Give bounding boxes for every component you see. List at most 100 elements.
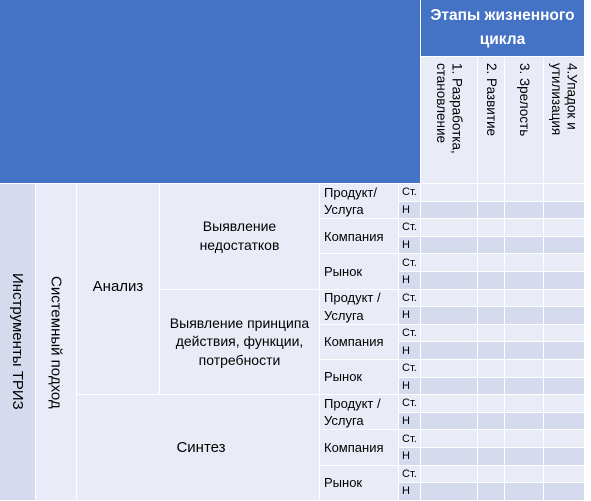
stage-header-3: 3. Зрелость — [505, 57, 544, 184]
stage-3-cell — [505, 465, 544, 484]
row-code-st: Ст. — [399, 254, 421, 272]
stage-1-cell — [421, 289, 478, 308]
stage-1-cell — [421, 359, 478, 378]
stage-4-cell — [544, 395, 585, 413]
row-code-text: Н — [402, 274, 410, 287]
stage-2-cell — [478, 465, 505, 484]
stage-3-cell — [505, 395, 544, 413]
stage-2-cell — [478, 342, 505, 360]
row-label-company: Компания — [320, 430, 399, 466]
row-code-st: Ст. — [399, 324, 421, 343]
analysis-cell: Анализ — [77, 184, 160, 396]
group-principle-label: Выявление принципа действия, функции, по… — [169, 314, 310, 369]
lifecycle-header-title: Этапы жизненного цикла — [421, 0, 585, 57]
stage-1-cell — [421, 342, 478, 360]
row-code-n: Н — [399, 342, 421, 360]
system-approach-cell: Системный подход — [36, 184, 77, 501]
stage-1-cell — [421, 465, 478, 484]
row-code-text: Н — [402, 344, 410, 357]
stage-4-cell — [544, 254, 585, 272]
row-label-text: Компания — [324, 439, 384, 455]
row-label-product: Продукт / Услуга — [320, 289, 399, 325]
row-code-text: Ст. — [402, 397, 417, 410]
stage-2-cell — [478, 219, 505, 237]
row-label-text: Рынок — [324, 369, 363, 385]
stage-4-cell — [544, 447, 585, 466]
stage-2-cell — [478, 395, 505, 413]
triz-tools-cell: Инструменты ТРИЗ — [0, 184, 36, 501]
row-label-market: Рынок — [320, 254, 399, 290]
stage-3-cell — [505, 430, 544, 448]
stage-1-cell — [421, 271, 478, 290]
stage-3-cell — [505, 342, 544, 360]
stage-2-cell — [478, 201, 505, 220]
row-label-text: Продукт / Услуга — [324, 290, 381, 323]
stage-4-cell — [544, 359, 585, 378]
group-principle-cell: Выявление принципа действия, функции, по… — [160, 289, 320, 396]
stage-1-cell — [421, 324, 478, 343]
stage-4-cell — [544, 324, 585, 343]
row-code-n: Н — [399, 447, 421, 466]
stage-4-cell — [544, 412, 585, 431]
analysis-label: Анализ — [92, 278, 144, 295]
row-code-n: Н — [399, 483, 421, 501]
row-code-n: Н — [399, 412, 421, 431]
stage-4-cell — [544, 236, 585, 255]
row-code-text: Ст. — [402, 362, 417, 375]
row-label-product: Продукт / Услуга — [320, 395, 399, 431]
stage-1-cell — [421, 430, 478, 448]
stage-4-cell — [544, 430, 585, 448]
stage-header-3-label: 3. Зрелость — [516, 63, 532, 137]
stage-1-cell — [421, 412, 478, 431]
stage-2-cell — [478, 324, 505, 343]
stage-3-cell — [505, 254, 544, 272]
group-shortcomings-label: Выявление недостатков — [199, 218, 280, 254]
row-code-st: Ст. — [399, 184, 421, 202]
stage-header-1: 1. Разработка, становление — [421, 57, 478, 184]
row-label-product: Продукт/ Услуга — [320, 184, 399, 220]
stage-3-cell — [505, 236, 544, 255]
stage-4-cell — [544, 271, 585, 290]
row-code-st: Ст. — [399, 219, 421, 237]
stage-3-cell — [505, 184, 544, 202]
stage-4-cell — [544, 377, 585, 396]
stage-3-cell — [505, 483, 544, 501]
stage-1-cell — [421, 395, 478, 413]
stage-4-cell — [544, 184, 585, 202]
stage-header-2-label: 2. Развитие — [483, 63, 499, 137]
stage-3-cell — [505, 412, 544, 431]
stage-1-cell — [421, 254, 478, 272]
stage-4-cell — [544, 307, 585, 325]
row-code-text: Н — [402, 450, 410, 463]
stage-2-cell — [478, 254, 505, 272]
stage-2-cell — [478, 447, 505, 466]
row-label-text: Продукт/ Услуга — [324, 184, 378, 218]
row-code-text: Ст. — [402, 256, 417, 269]
row-label-text: Компания — [324, 334, 384, 350]
stage-3-cell — [505, 201, 544, 220]
row-code-st: Ст. — [399, 465, 421, 484]
stage-header-2: 2. Развитие — [478, 57, 505, 184]
row-code-text: Н — [402, 309, 410, 322]
stage-4-cell — [544, 201, 585, 220]
row-code-n: Н — [399, 307, 421, 325]
triz-tools-label: Инструменты ТРИЗ — [9, 273, 27, 411]
stage-3-cell — [505, 289, 544, 308]
stage-3-cell — [505, 359, 544, 378]
row-code-text: Ст. — [402, 327, 417, 340]
stage-1-cell — [421, 236, 478, 255]
stage-3-cell — [505, 447, 544, 466]
stage-2-cell — [478, 236, 505, 255]
row-code-text: Н — [402, 239, 410, 252]
stage-2-cell — [478, 483, 505, 501]
system-approach-label: Системный подход — [47, 275, 65, 409]
row-label-company: Компания — [320, 324, 399, 360]
row-code-n: Н — [399, 271, 421, 290]
row-code-st: Ст. — [399, 289, 421, 308]
row-label-market: Рынок — [320, 359, 399, 396]
row-code-text: Н — [402, 379, 410, 392]
row-code-text: Ст. — [402, 221, 417, 234]
stage-2-cell — [478, 430, 505, 448]
stage-1-cell — [421, 184, 478, 202]
